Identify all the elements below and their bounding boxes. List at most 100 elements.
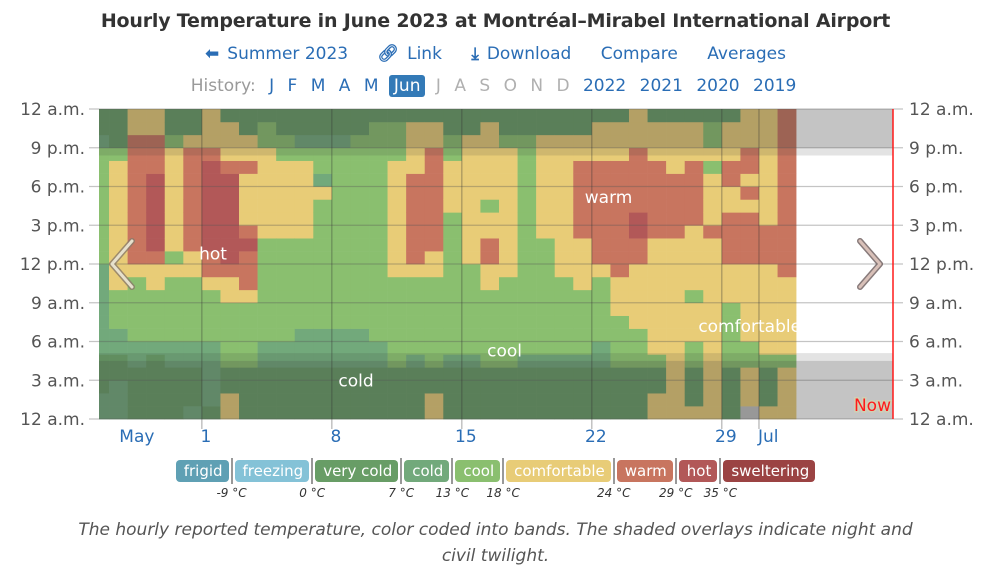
heatmap-cell (480, 173, 500, 187)
heatmap-cell (628, 264, 648, 278)
heatmap-cell (758, 341, 778, 355)
heatmap-cell (499, 406, 518, 420)
heatmap-cell (406, 354, 426, 368)
heatmap-cell (257, 160, 277, 174)
heatmap-cell (127, 367, 147, 381)
heatmap-cell (758, 199, 778, 213)
heatmap-cell (647, 328, 667, 342)
heatmap-cell (758, 406, 778, 420)
heatmap-cell (201, 393, 221, 407)
heatmap-cell (313, 302, 333, 316)
heatmap-cell (350, 134, 370, 149)
heatmap-cell (183, 186, 203, 200)
history-month-feb[interactable]: F (287, 76, 298, 96)
history-month-mar[interactable]: M (310, 76, 326, 96)
heatmap-cell (536, 341, 556, 355)
averages-link[interactable]: Averages (707, 44, 786, 64)
heatmap-cell (628, 251, 648, 265)
heatmap-cell (684, 212, 704, 226)
heatmap-cell (109, 315, 128, 329)
heatmap-cell (461, 238, 481, 252)
heatmap-cell (610, 147, 630, 161)
download-link[interactable]: ⤓ Download (471, 44, 572, 64)
heatmap-cell (99, 238, 110, 252)
history-year-2021[interactable]: 2021 (639, 76, 683, 96)
heatmap-cell (517, 380, 537, 394)
heatmap-cell (591, 238, 611, 252)
heatmap-cell (331, 160, 351, 174)
heatmap-cell (294, 186, 314, 200)
heatmap-cell (127, 289, 147, 304)
heatmap-cell (369, 134, 388, 149)
heatmap-cell (684, 328, 704, 342)
heatmap-cell (331, 380, 351, 394)
heatmap-cell (424, 173, 444, 187)
heatmap-cell (424, 121, 444, 136)
history-year-2022[interactable]: 2022 (582, 76, 627, 96)
y-tick-label-left: 6 a.m. (31, 333, 85, 353)
heatmap-cell (183, 238, 203, 252)
heatmap-cell (424, 199, 444, 213)
heatmap-cell (758, 109, 778, 123)
history-month-apr[interactable]: A (338, 76, 351, 96)
heatmap-cell (387, 173, 407, 187)
heatmap-cell (499, 160, 518, 174)
heatmap-cell (461, 354, 481, 368)
link-link[interactable]: 🔗︎ Link (377, 44, 442, 64)
heatmap-cell (406, 289, 426, 304)
heatmap-cell (109, 289, 128, 304)
heatmap-cell (294, 238, 314, 252)
heatmap-cell (331, 276, 351, 291)
previous-chevron-icon[interactable] (109, 238, 135, 290)
heatmap-cell (740, 406, 760, 420)
heatmap-cell (721, 393, 741, 407)
heatmap-cell (257, 276, 277, 291)
heatmap-cell (777, 160, 797, 174)
heatmap-cell (220, 367, 240, 381)
legend-item-very-cold: very cold (315, 459, 399, 482)
heatmap-cell (499, 276, 518, 291)
heatmap-cell (536, 121, 556, 136)
history-month-jan[interactable]: J (269, 76, 275, 96)
heatmap-cell (721, 160, 741, 174)
heatmap-cell (628, 354, 648, 368)
heatmap-cell (536, 173, 556, 187)
heatmap-cell (666, 315, 685, 329)
legend-item-warm: warm (616, 459, 673, 482)
heatmap-cell (721, 186, 741, 200)
history-month-jun[interactable]: Jun (388, 75, 426, 97)
heatmap-cell (684, 380, 704, 394)
y-tick-label-left: 9 p.m. (31, 139, 85, 159)
heatmap-cell (350, 302, 370, 316)
heatmap-cell (369, 328, 388, 342)
heatmap-cell (554, 147, 574, 161)
heatmap-cell (220, 173, 240, 187)
heatmap-cell (554, 173, 574, 187)
heatmap-cell (146, 160, 166, 174)
heatmap-cell (406, 264, 426, 278)
history-year-2020[interactable]: 2020 (696, 76, 740, 96)
heatmap-cell (276, 225, 296, 239)
heatmap-cell (703, 315, 723, 329)
heatmap-cell (480, 315, 500, 329)
heatmap-cell (740, 147, 760, 161)
heatmap-cell (406, 367, 426, 381)
heatmap-cell (387, 328, 407, 342)
heatmap-cell (313, 225, 333, 239)
heatmap-cell (109, 134, 128, 149)
heatmap-cell (183, 160, 203, 174)
heatmap-cell (331, 186, 351, 200)
heatmap-cell (517, 354, 537, 368)
compare-link[interactable]: Compare (600, 44, 678, 64)
heatmap-cell (499, 367, 518, 381)
heatmap-cell (369, 276, 388, 291)
summer-2023-link[interactable]: ⬅ Summer 2023 (205, 44, 349, 64)
history-year-2019[interactable]: 2019 (753, 76, 797, 96)
heatmap-cell (99, 160, 110, 174)
heatmap-cell (517, 134, 537, 149)
heatmap-cell (610, 393, 630, 407)
heatmap-cell (146, 328, 166, 342)
history-month-may[interactable]: M (363, 76, 379, 96)
heatmap-cell (703, 186, 723, 200)
next-chevron-icon[interactable] (857, 238, 883, 290)
